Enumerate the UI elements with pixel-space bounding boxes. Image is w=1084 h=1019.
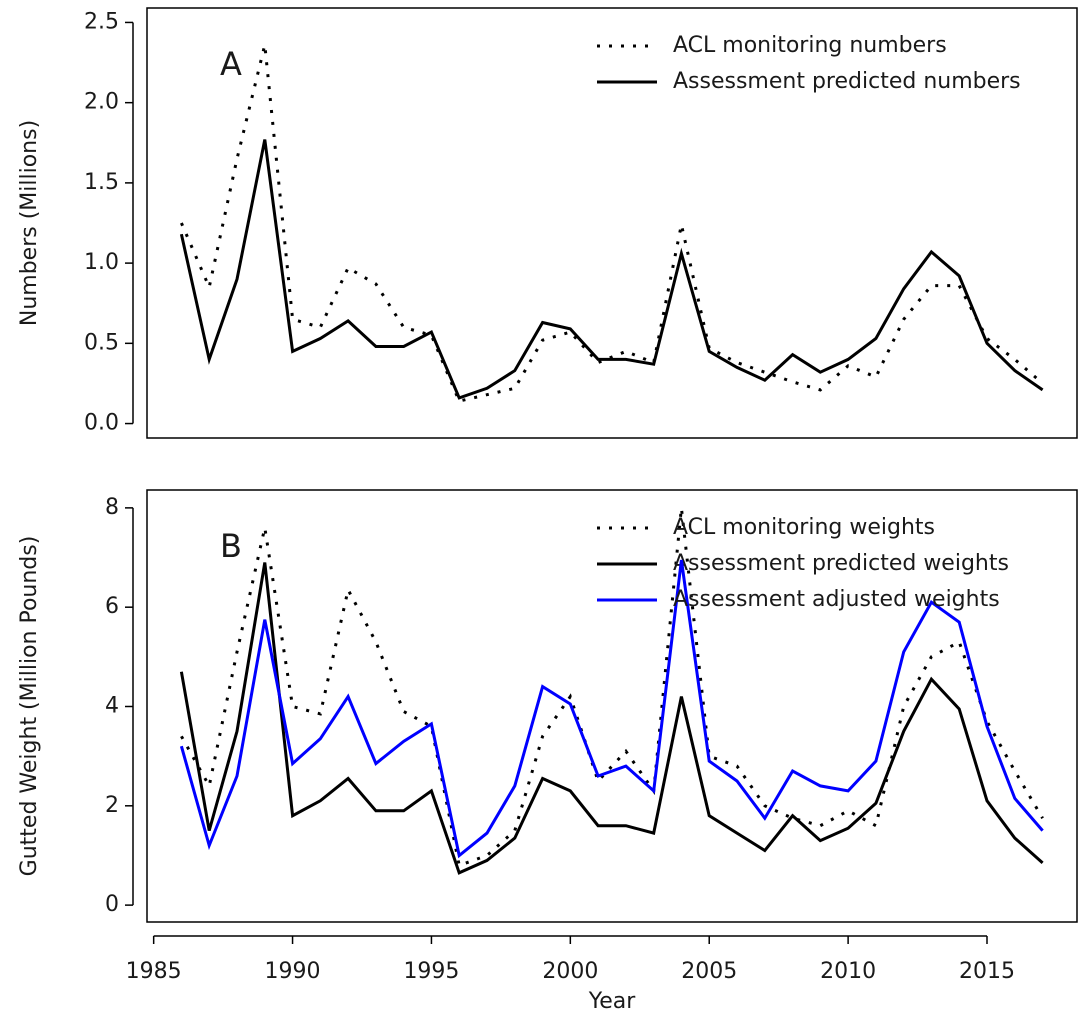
legend-label: ACL monitoring numbers xyxy=(673,33,947,58)
y-tick-label: 1.0 xyxy=(84,250,119,275)
x-tick-label: 2000 xyxy=(542,959,598,984)
x-tick-label: 2015 xyxy=(959,959,1015,984)
y-tick-label: 8 xyxy=(105,495,119,520)
plot-box xyxy=(146,489,1078,923)
x-tick-label: 1995 xyxy=(403,959,459,984)
x-tick-label: 1985 xyxy=(126,959,182,984)
legend-label: Assessment predicted weights xyxy=(673,551,1009,576)
y-tick-label: 4 xyxy=(105,693,119,718)
y-axis-title: Numbers (Millions) xyxy=(17,120,42,326)
x-tick-label: 1990 xyxy=(265,959,321,984)
y-tick-label: 2.5 xyxy=(84,9,119,34)
y-tick-label: 0.0 xyxy=(84,411,119,436)
y-tick-label: 2 xyxy=(105,793,119,818)
y-tick-label: 0.5 xyxy=(84,330,119,355)
series-line xyxy=(179,139,1044,400)
panel-label: B xyxy=(220,527,242,565)
y-tick-label: 2.0 xyxy=(84,90,119,115)
y-axis-title: Gutted Weight (Million Pounds) xyxy=(17,536,42,877)
plot-box xyxy=(146,7,1078,439)
y-tick-label: 1.5 xyxy=(84,170,119,195)
x-tick-label: 2005 xyxy=(681,959,737,984)
series-line xyxy=(179,562,1044,875)
y-tick-label: 6 xyxy=(105,594,119,619)
series-line xyxy=(180,44,1044,403)
y-tick-label: 0 xyxy=(105,892,119,917)
panel-label: A xyxy=(220,45,242,83)
legend-label: Assessment adjusted weights xyxy=(673,587,1000,612)
legend-label: Assessment predicted numbers xyxy=(673,69,1021,94)
x-axis-title: Year xyxy=(588,989,637,1014)
series-line xyxy=(179,559,1044,859)
legend-label: ACL monitoring weights xyxy=(673,515,935,540)
x-tick-label: 2010 xyxy=(820,959,876,984)
